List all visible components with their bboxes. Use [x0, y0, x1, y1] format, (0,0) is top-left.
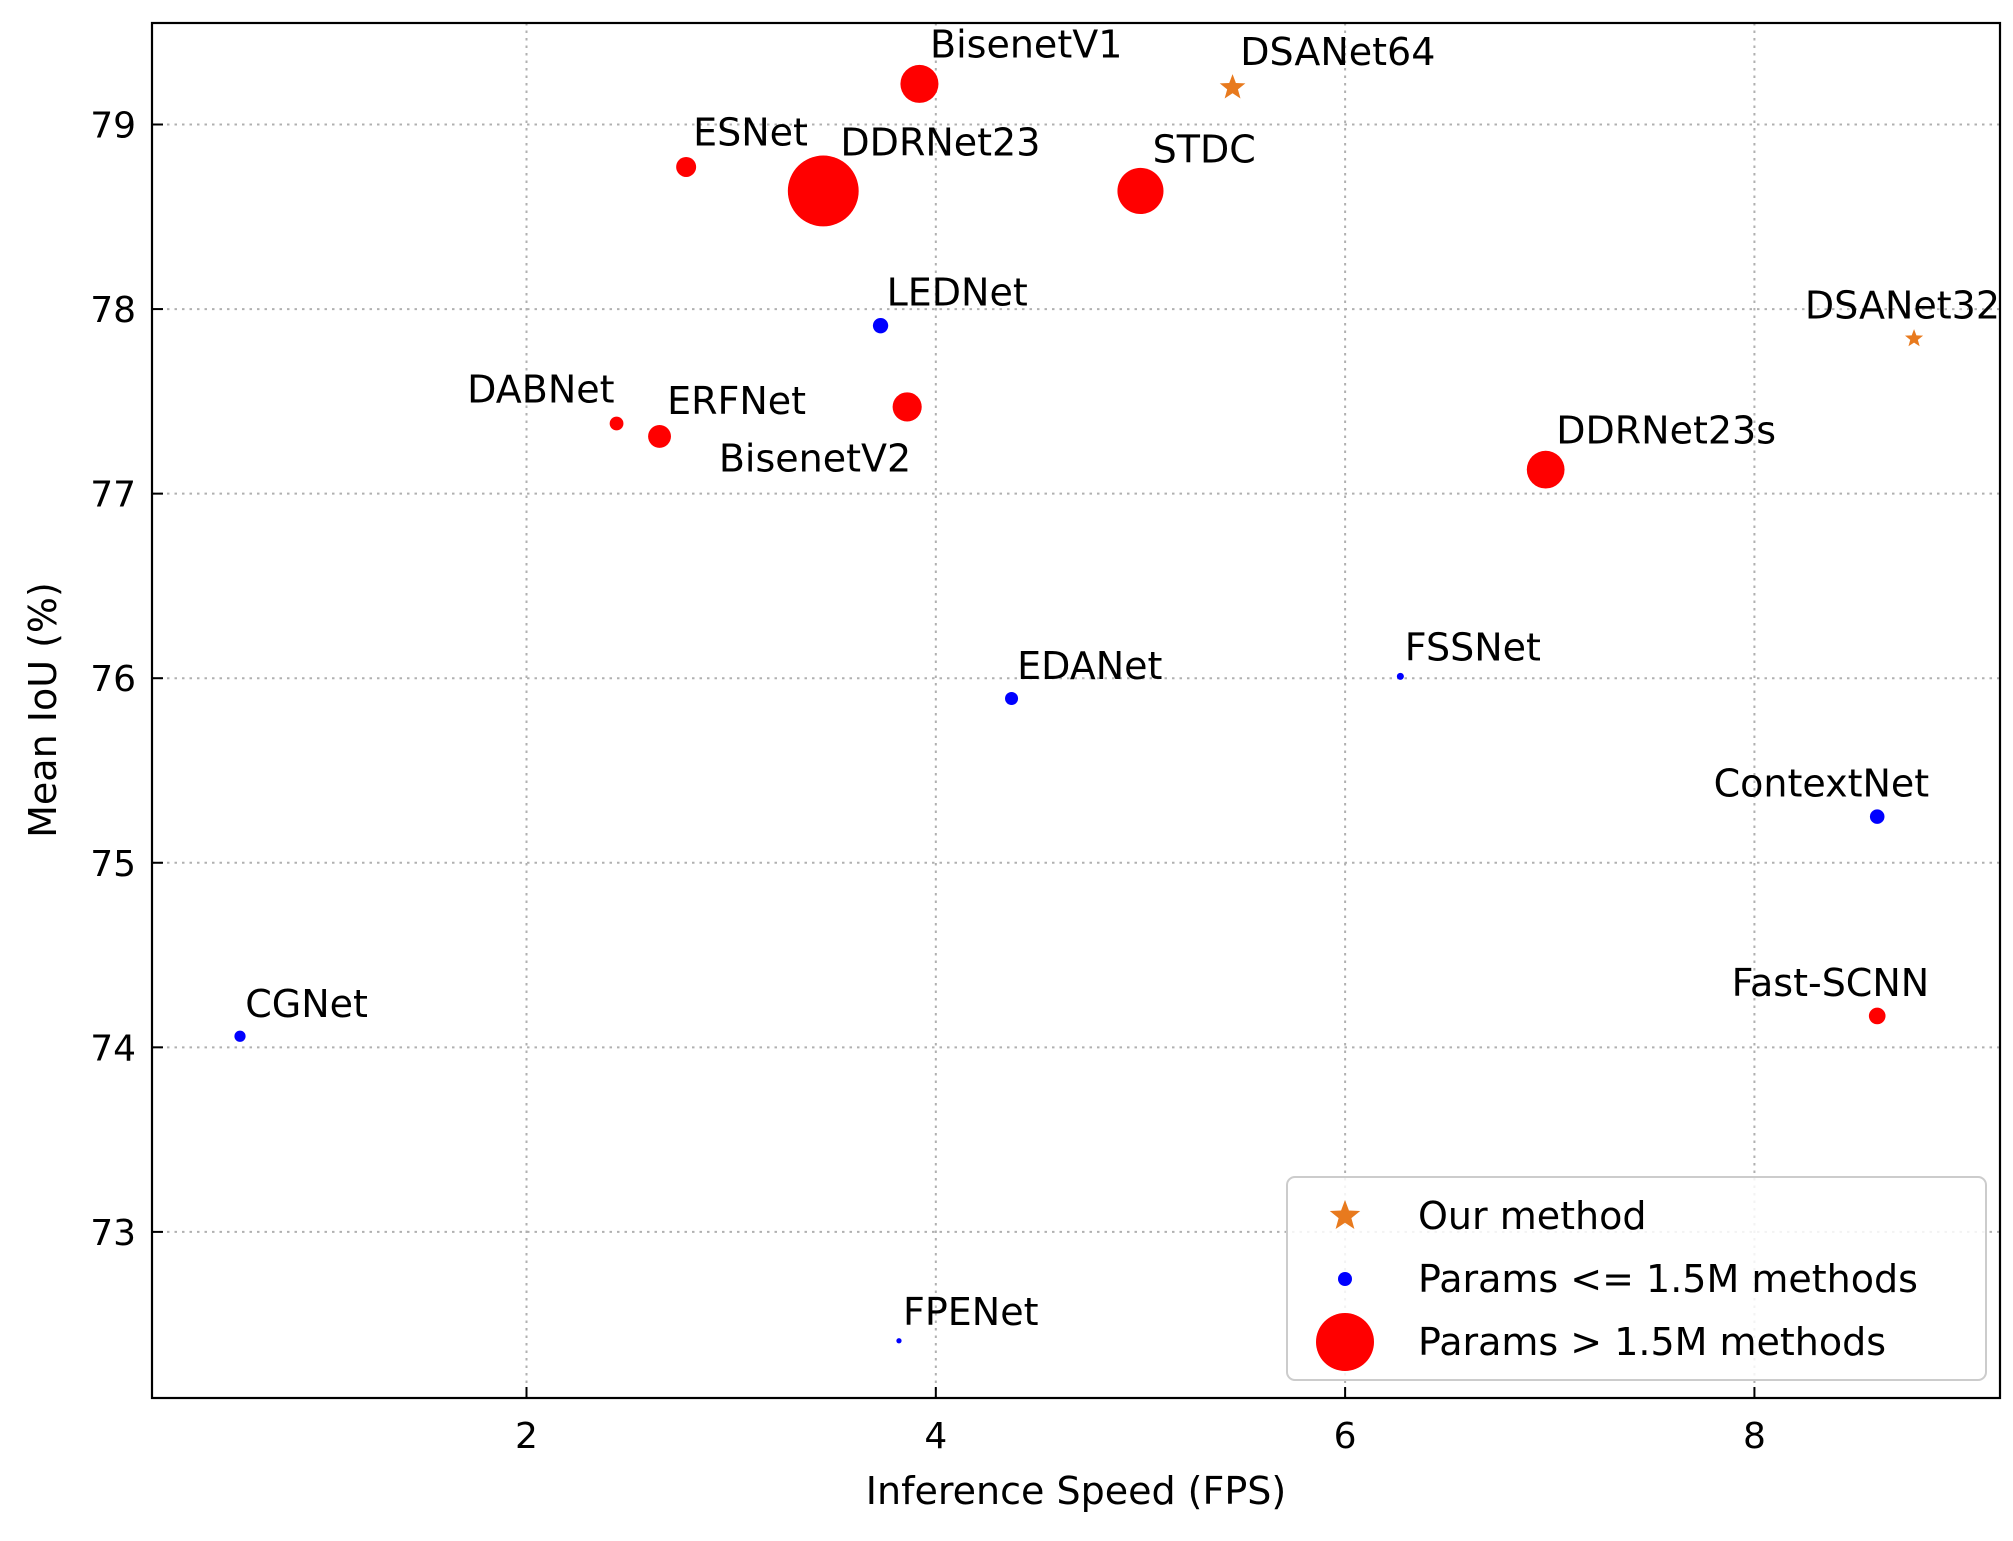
point-label: ContextNet [1714, 762, 1930, 806]
point-label: DSANet64 [1240, 30, 1435, 74]
point-label: FPENet [903, 1290, 1039, 1334]
point-edanet [1005, 691, 1019, 706]
point-label: BisenetV2 [719, 436, 911, 480]
point-ddrnet23 [787, 155, 859, 227]
point-dsanet64 [1219, 74, 1246, 99]
point-label: DABNet [467, 368, 614, 412]
point-label: CGNet [245, 982, 368, 1026]
point-lednet [872, 318, 889, 334]
point-label: Fast-SCNN [1732, 961, 1930, 1005]
y-tick-label: 78 [90, 290, 136, 331]
point-stdc [1117, 167, 1164, 214]
point-label: ESNet [693, 110, 808, 154]
data-labels: BisenetV1 DSANet64 ESNet DDRNet23 STDC LEDNet… [245, 22, 2000, 1333]
legend-label: Our method [1418, 1194, 1646, 1238]
legend-label: Params > 1.5M methods [1418, 1320, 1886, 1364]
point-label: FSSNet [1405, 625, 1541, 669]
y-tick-label: 79 [90, 106, 136, 147]
data-points [234, 64, 1924, 1344]
legend-box [1286, 1176, 1987, 1381]
y-tick-label: 73 [90, 1213, 136, 1254]
x-tick-label: 6 [1334, 1416, 1357, 1457]
point-label: DSANet32 [1805, 284, 2000, 328]
point-label: BisenetV1 [930, 22, 1122, 66]
plot-frame [150, 21, 2002, 1400]
y-tick-label: 75 [90, 844, 136, 885]
y-tick-label: 77 [90, 475, 136, 516]
grid-lines [152, 23, 2000, 1398]
point-label: EDANet [1017, 644, 1162, 688]
y-axis-label: Mean IoU (%) [21, 582, 65, 838]
point-contextnet [1869, 809, 1885, 824]
x-axis-label: Inference Speed (FPS) [866, 1469, 1286, 1513]
point-fssnet [1396, 672, 1404, 680]
point-label: ERFNet [667, 379, 806, 423]
point-cgnet [234, 1030, 246, 1042]
point-bisenetv2 [892, 392, 922, 422]
axis-ticks: 2 4 6 8 73 74 75 76 77 78 79 [90, 106, 1766, 1457]
x-tick-label: 8 [1743, 1416, 1766, 1457]
point-label: STDC [1153, 127, 1256, 171]
legend-star-icon [1329, 1200, 1361, 1229]
point-label: DDRNet23 [840, 120, 1040, 164]
point-dabnet [609, 416, 624, 431]
y-tick-label: 76 [90, 659, 136, 700]
legend-label: Params <= 1.5M methods [1418, 1257, 1918, 1301]
x-tick-label: 4 [924, 1416, 947, 1457]
y-tick-label: 74 [90, 1028, 136, 1069]
point-fast-scnn [1868, 1007, 1886, 1025]
legend-small-dot-icon [1338, 1272, 1352, 1286]
legend: Our method Params <= 1.5M methods Params >… [1286, 1176, 1987, 1381]
point-dsanet32 [1904, 329, 1924, 347]
legend-large-dot-icon [1316, 1313, 1374, 1371]
point-label: LEDNet [887, 270, 1028, 314]
point-fpenet [896, 1338, 902, 1344]
point-esnet [676, 156, 697, 177]
x-tick-label: 2 [515, 1416, 538, 1457]
point-ddrnet23s [1526, 450, 1565, 489]
point-label: DDRNet23s [1556, 408, 1776, 452]
point-erfnet [648, 424, 671, 448]
point-bisenetv1 [900, 64, 939, 103]
